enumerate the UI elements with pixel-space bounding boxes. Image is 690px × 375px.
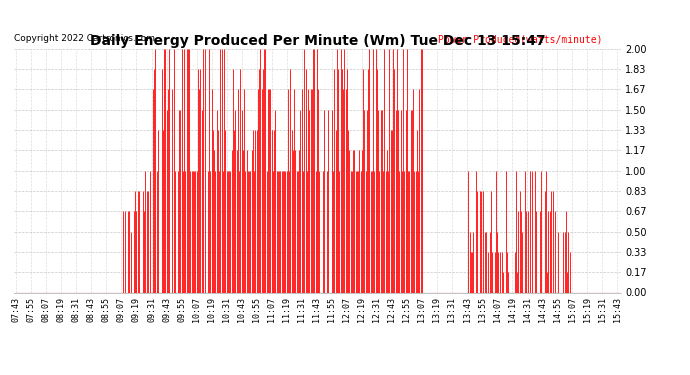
- Text: Power Produced(watts/minute): Power Produced(watts/minute): [438, 34, 603, 44]
- Title: Daily Energy Produced Per Minute (Wm) Tue Dec 13 15:47: Daily Energy Produced Per Minute (Wm) Tu…: [90, 34, 545, 48]
- Text: Copyright 2022 Cartronics.com: Copyright 2022 Cartronics.com: [14, 34, 155, 43]
